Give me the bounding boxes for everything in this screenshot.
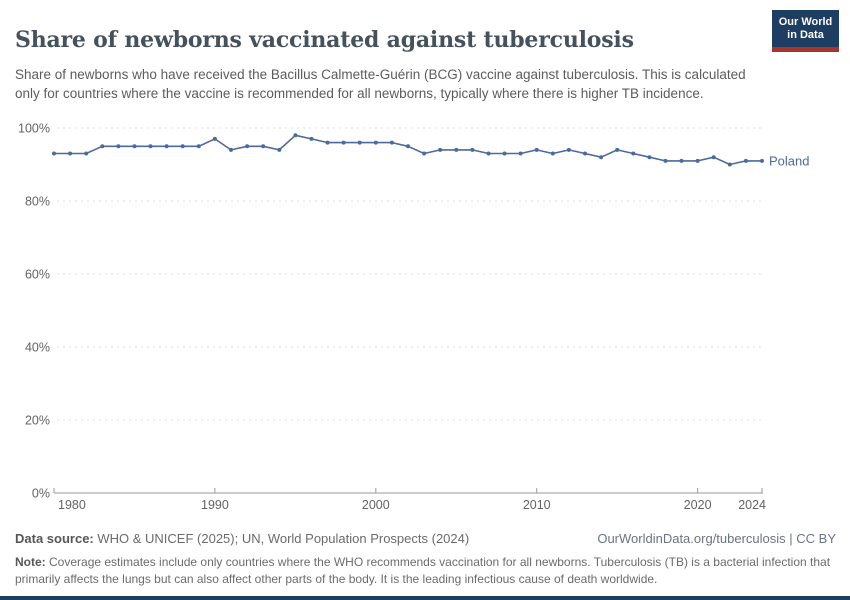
data-point[interactable] — [341, 140, 346, 145]
footer-source-row: Data source: WHO & UNICEF (2025); UN, Wo… — [15, 531, 836, 546]
data-point[interactable] — [148, 144, 153, 149]
page-title: Share of newborns vaccinated against tub… — [15, 26, 634, 53]
data-point[interactable] — [583, 151, 587, 156]
data-point[interactable] — [470, 147, 475, 152]
data-point[interactable] — [566, 147, 571, 152]
data-point[interactable] — [180, 144, 185, 149]
series-line-poland[interactable] — [53, 134, 763, 166]
data-point[interactable] — [277, 147, 282, 152]
footer-note: Note: Coverage estimates include only co… — [15, 554, 837, 588]
owid-link[interactable]: OurWorldinData.org/tuberculosis | CC BY — [597, 531, 836, 546]
x-axis-tick-label: 1990 — [201, 498, 229, 510]
data-point[interactable] — [727, 162, 732, 167]
data-point[interactable] — [518, 151, 523, 156]
data-point[interactable] — [245, 144, 250, 149]
data-point[interactable] — [406, 144, 410, 149]
data-point[interactable] — [599, 155, 604, 160]
data-point[interactable] — [52, 151, 56, 156]
data-point[interactable] — [486, 151, 491, 156]
data-point[interactable] — [647, 155, 652, 160]
data-point[interactable] — [454, 147, 459, 152]
data-point[interactable] — [164, 144, 169, 149]
data-point[interactable] — [196, 144, 201, 149]
y-axis-tick-label: 40% — [25, 341, 50, 355]
entity-label[interactable]: Poland — [769, 153, 809, 168]
data-source-label: Data source: — [15, 531, 94, 546]
y-axis-tick-label: 60% — [25, 268, 50, 282]
x-axis-tick-label: 2020 — [684, 498, 712, 510]
data-point[interactable] — [438, 147, 443, 152]
data-point[interactable] — [212, 136, 217, 141]
data-point[interactable] — [132, 144, 137, 149]
data-source-text[interactable]: WHO & UNICEF (2025); UN, World Populatio… — [93, 531, 470, 546]
data-point[interactable] — [502, 151, 507, 156]
data-point[interactable] — [293, 133, 298, 138]
data-point[interactable] — [663, 158, 668, 163]
data-point[interactable] — [695, 158, 700, 163]
data-point[interactable] — [116, 144, 121, 149]
x-axis-tick-label: 2024 — [738, 498, 766, 510]
data-point[interactable] — [743, 158, 748, 163]
bottom-brand-bar — [0, 596, 850, 600]
owid-logo-text: Our World in Data — [778, 16, 833, 41]
data-point[interactable] — [631, 151, 636, 156]
y-axis-tick-label: 100% — [18, 122, 50, 136]
x-axis-tick-label: 1980 — [58, 498, 86, 510]
data-point[interactable] — [534, 147, 539, 152]
data-point[interactable] — [711, 155, 716, 160]
y-axis-tick-label: 0% — [32, 487, 50, 501]
data-point[interactable] — [68, 151, 73, 156]
data-source[interactable]: Data source: WHO & UNICEF (2025); UN, Wo… — [15, 531, 469, 546]
data-point[interactable] — [389, 140, 394, 145]
y-axis-tick-label: 20% — [25, 414, 50, 428]
data-point[interactable] — [760, 158, 764, 163]
data-point[interactable] — [615, 147, 620, 152]
chart-subtitle: Share of newborns who have received the … — [15, 66, 746, 101]
data-point[interactable] — [309, 136, 314, 141]
data-point[interactable] — [373, 140, 378, 145]
note-text: Coverage estimates include only countrie… — [15, 555, 831, 586]
note-label: Note: — [15, 555, 46, 569]
data-point[interactable] — [422, 151, 427, 156]
owid-logo[interactable]: Our World in Data — [772, 10, 839, 52]
line-chart[interactable]: 0% 20% 40% 60% 80% 100% 1980 1990 2000 2010 2020 20… — [0, 110, 850, 511]
x-axis-tick-label: 2000 — [362, 498, 390, 510]
data-point[interactable] — [261, 144, 266, 149]
x-axis-tick-label: 2010 — [523, 498, 551, 510]
data-point[interactable] — [550, 151, 555, 156]
data-point[interactable] — [100, 144, 105, 149]
data-point[interactable] — [229, 147, 233, 152]
y-axis-tick-label: 80% — [25, 195, 50, 209]
data-point[interactable] — [679, 158, 684, 163]
data-point[interactable] — [357, 140, 362, 145]
data-point[interactable] — [325, 140, 330, 145]
data-point[interactable] — [84, 151, 89, 156]
